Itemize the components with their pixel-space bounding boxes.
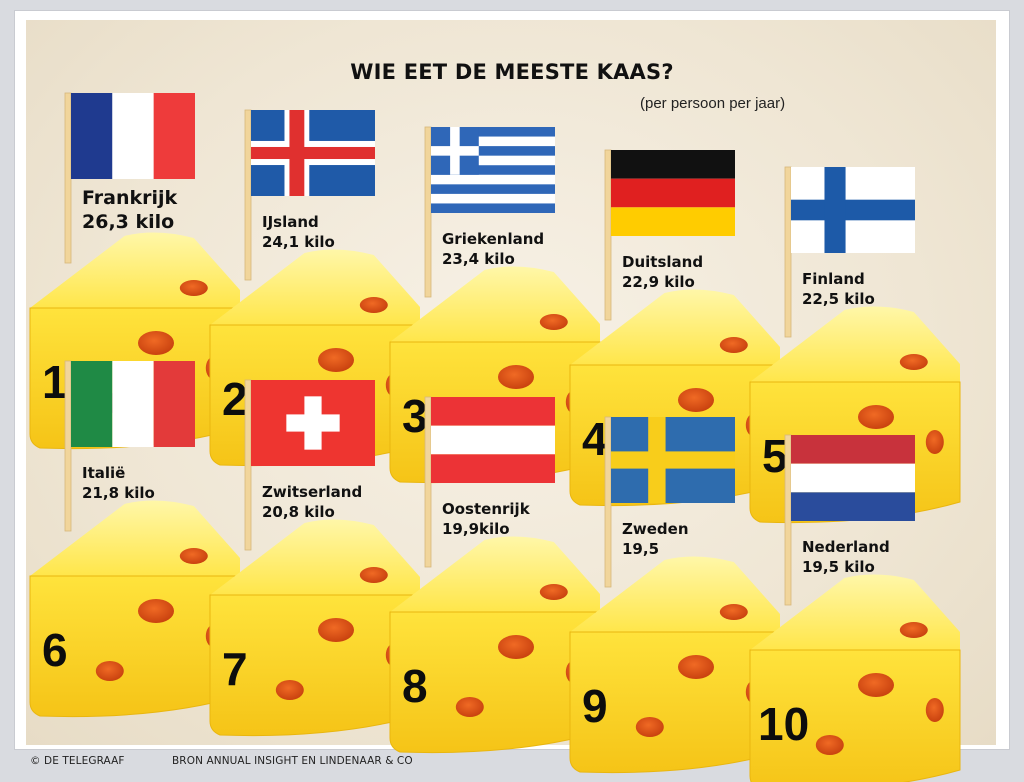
rank-number: 10 (758, 698, 809, 750)
cheese-hole-icon (539, 314, 568, 330)
value-label: 21,8 kilo (82, 484, 155, 502)
cheese-hole-icon (678, 388, 714, 412)
value-label: 19,5 kilo (802, 558, 875, 576)
footer-source: BRON ANNUAL INSIGHT EN LINDENAAR & CO (172, 755, 413, 767)
chart-title: WIE EET DE MEESTE KAAS? (350, 60, 674, 84)
chart-subtitle: (per persoon per jaar) (640, 95, 786, 112)
rank-number: 8 (402, 660, 428, 712)
cheese-top (210, 519, 420, 595)
cheese-hole-icon (179, 548, 208, 564)
greece-flag (431, 127, 555, 213)
austria-flag (431, 397, 555, 483)
country-label: Nederland (802, 538, 890, 556)
rank-number: 6 (42, 624, 68, 676)
country-label: Frankrijk (82, 187, 178, 209)
ranking-item: Zweden 19,5 9 (569, 416, 781, 774)
cheese-hole-icon (815, 735, 844, 755)
cheese-hole-icon (138, 599, 174, 623)
flag-stick (604, 416, 612, 588)
cheese-hole-icon (498, 635, 534, 659)
cheese-top (750, 574, 960, 650)
cheese-hole-icon (925, 430, 944, 454)
cheese-hole-icon (925, 698, 944, 722)
rank-number: 4 (582, 413, 608, 465)
cheese-hole-icon (899, 354, 928, 370)
iceland-flag (251, 110, 375, 196)
cheese-hole-icon (179, 280, 208, 296)
cheese-hole-icon (539, 584, 568, 600)
value-label: 19,5 (622, 540, 659, 558)
cheese-top (30, 232, 240, 308)
cheese-hole-icon (858, 673, 894, 697)
ranking-item: Oostenrijk 19,9kilo 8 (389, 396, 601, 754)
rank-number: 1 (42, 356, 68, 408)
ranking-item: Italië 21,8 kilo 6 (29, 360, 241, 718)
value-label: 24,1 kilo (262, 233, 335, 251)
cheese-top (750, 306, 960, 382)
cheese-hole-icon (318, 618, 354, 642)
flag-stick (244, 379, 252, 551)
cheese-hole-icon (635, 717, 664, 737)
value-label: 26,3 kilo (82, 211, 174, 233)
value-label: 20,8 kilo (262, 503, 335, 521)
france-flag (71, 93, 195, 179)
cheese-top (570, 289, 780, 365)
cheese-hole-icon (719, 337, 748, 353)
flag-stick (424, 396, 432, 568)
netherlands-flag (791, 435, 915, 521)
country-label: Finland (802, 270, 865, 288)
country-label: Zweden (622, 520, 689, 538)
rank-number: 9 (582, 680, 608, 732)
country-label: Italië (82, 464, 125, 482)
country-label: Griekenland (442, 230, 544, 248)
value-label: 19,9kilo (442, 520, 510, 538)
footer-credit: © DE TELEGRAAF (30, 755, 125, 767)
cheese-front (749, 649, 961, 782)
country-label: Oostenrijk (442, 500, 531, 518)
cheese-top (390, 536, 600, 612)
germany-flag (611, 150, 735, 236)
rank-number: 7 (222, 643, 248, 695)
cheese-hole-icon (678, 655, 714, 679)
country-label: Duitsland (622, 253, 703, 271)
flag-stick (604, 149, 612, 321)
cheese-hole-icon (95, 661, 124, 681)
cheese-hole-icon (359, 297, 388, 313)
cheese-top (570, 556, 780, 632)
cheese-hole-icon (498, 365, 534, 389)
italy-flag (71, 361, 195, 447)
ranking-item: Nederland 19,5 kilo 10 (749, 434, 961, 782)
ranking-item: Zwitserland 20,8 kilo 7 (209, 379, 421, 737)
value-label: 22,5 kilo (802, 290, 875, 308)
country-label: Zwitserland (262, 483, 362, 501)
cheese-hole-icon (275, 680, 304, 700)
cheese-hole-icon (138, 331, 174, 355)
value-label: 23,4 kilo (442, 250, 515, 268)
cheese-top (210, 249, 420, 325)
cheese-hole-icon (899, 622, 928, 638)
cheese-hole-icon (858, 405, 894, 429)
rank-number: 5 (762, 430, 788, 482)
rank-number: 3 (402, 390, 428, 442)
cheese-hole-icon (719, 604, 748, 620)
value-label: 22,9 kilo (622, 273, 695, 291)
flag-stick (784, 166, 792, 338)
flag-stick (784, 434, 792, 606)
country-label: IJsland (262, 213, 319, 231)
cheese-top (30, 500, 240, 576)
rank-number: 2 (222, 373, 248, 425)
flag-stick (424, 126, 432, 298)
finland-flag (791, 167, 915, 253)
flag-stick (64, 92, 72, 264)
cheese-hole-icon (359, 567, 388, 583)
switzerland-flag (251, 380, 375, 466)
cheese-hole-icon (455, 697, 484, 717)
flag-stick (64, 360, 72, 532)
cheese-hole-icon (318, 348, 354, 372)
sweden-flag (611, 417, 735, 503)
flag-stick (244, 109, 252, 281)
cheese-top (390, 266, 600, 342)
